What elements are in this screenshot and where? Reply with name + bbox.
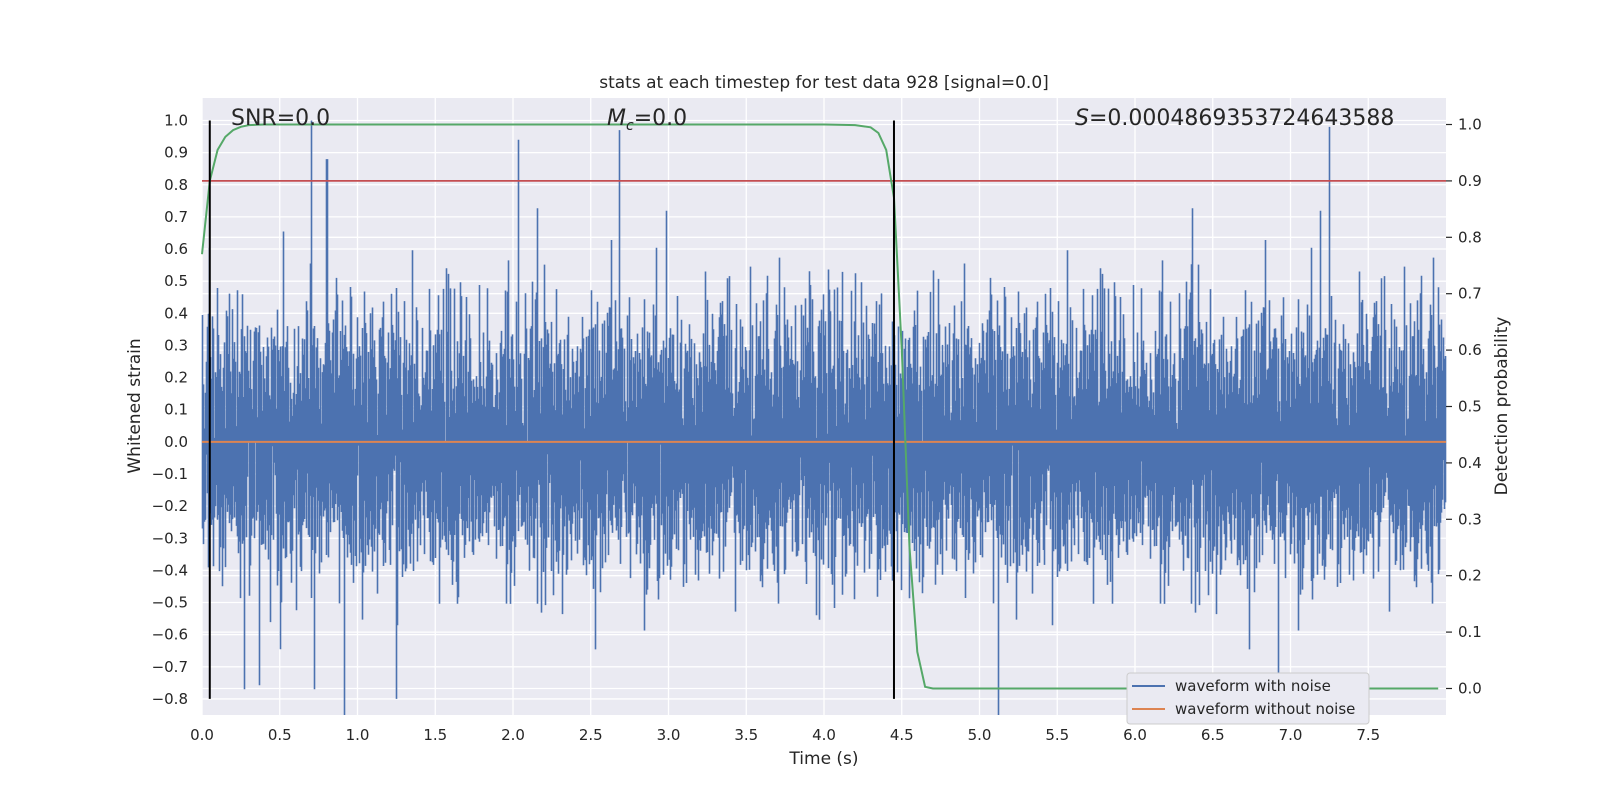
y-tick-label: −0.5	[152, 594, 188, 612]
y2-tick-label: 0.7	[1458, 285, 1482, 303]
y-tick-label: −0.2	[152, 497, 188, 515]
y2-tick-label: 0.4	[1458, 454, 1482, 472]
x-tick-label: 3.0	[657, 726, 681, 744]
x-axis-title: Time (s)	[788, 749, 858, 769]
y-tick-label: 0.2	[164, 369, 188, 387]
y-tick-label: 0.0	[164, 433, 188, 451]
x-tick-label: 3.5	[734, 726, 758, 744]
y-tick-label: 0.3	[164, 336, 188, 354]
y-tick-label: −0.3	[152, 529, 188, 547]
x-axis-ticks: 0.0 0.5 1.0 1.5 2.0 2.5 3.0 3.5 4.0 4.5 5.0 5.5 6.0 6…	[190, 726, 1380, 744]
y2-tick-label: 0.0	[1458, 679, 1482, 697]
y-axis-title: Whitened strain	[125, 338, 145, 473]
y2-tick-label: 0.2	[1458, 567, 1482, 585]
y-tick-label: 1.0	[164, 111, 188, 129]
chirp-mass-value: =0.0	[634, 106, 687, 131]
y2-tick-label: 0.6	[1458, 341, 1482, 359]
series-detection-probability	[201, 123, 1439, 690]
x-tick-label: 5.0	[968, 726, 992, 744]
y2-tick-label: 0.8	[1458, 228, 1482, 246]
snr-annotation: SNR=0.0	[231, 106, 330, 131]
x-tick-label: 2.0	[501, 726, 525, 744]
x-tick-label: 0.0	[190, 726, 214, 744]
x-tick-label: 4.0	[812, 726, 836, 744]
y-tick-label: 0.8	[164, 176, 188, 194]
y2-axis-ticks: 1.0 0.9 0.8 0.7 0.6 0.5 0.4 0.3 0.2 0.1 0.0	[1446, 116, 1482, 697]
chart-title: stats at each timestep for test data 928…	[599, 73, 1049, 93]
legend-label-with-noise: waveform with noise	[1175, 677, 1331, 695]
x-tick-label: 7.5	[1356, 726, 1380, 744]
y-tick-label: −0.8	[152, 690, 188, 708]
legend: waveform with noise waveform without noi…	[1126, 672, 1370, 725]
y-tick-label: 0.4	[164, 304, 188, 322]
chirp-mass-annotation: Mc=0.0	[607, 106, 687, 134]
y-tick-label: 0.6	[164, 240, 188, 258]
y-tick-label: 0.7	[164, 208, 188, 226]
y2-tick-label: 0.1	[1458, 623, 1482, 641]
y-tick-label: 0.9	[164, 144, 188, 162]
score-annotation: S=0.0004869353724643588	[1075, 106, 1394, 131]
y2-tick-label: 0.9	[1458, 172, 1482, 190]
y-axis-ticks: 1.0 0.9 0.8 0.7 0.6 0.5 0.4 0.3 0.2 0.1 0.0 −0.1 −0.…	[152, 111, 188, 707]
x-tick-label: 6.5	[1201, 726, 1225, 744]
y-tick-label: −0.6	[152, 626, 188, 644]
y-tick-label: −0.1	[152, 465, 188, 483]
legend-label-without-noise: waveform without noise	[1175, 700, 1355, 718]
x-tick-label: 7.0	[1279, 726, 1303, 744]
legend-box	[1126, 672, 1370, 725]
x-tick-label: 4.5	[890, 726, 914, 744]
y2-tick-label: 0.3	[1458, 510, 1482, 528]
y2-tick-label: 1.0	[1458, 116, 1482, 134]
y-tick-label: 0.5	[164, 272, 188, 290]
y2-tick-label: 0.5	[1458, 398, 1482, 416]
score-symbol: S	[1075, 106, 1089, 131]
x-tick-label: 2.5	[579, 726, 603, 744]
x-tick-label: 0.5	[268, 726, 292, 744]
vertical-markers	[208, 120, 895, 699]
chirp-mass-symbol: M	[607, 106, 626, 131]
y-tick-label: 0.1	[164, 401, 188, 419]
x-tick-label: 1.0	[346, 726, 370, 744]
y-tick-label: −0.4	[152, 561, 188, 579]
y2-axis-title: Detection probability	[1492, 317, 1512, 496]
chirp-mass-subscript: c	[626, 118, 634, 134]
x-tick-label: 1.5	[423, 726, 447, 744]
x-tick-label: 6.0	[1123, 726, 1147, 744]
score-value: =0.0004869353724643588	[1089, 106, 1394, 131]
y-tick-label: −0.7	[152, 658, 188, 676]
x-tick-label: 5.5	[1045, 726, 1069, 744]
